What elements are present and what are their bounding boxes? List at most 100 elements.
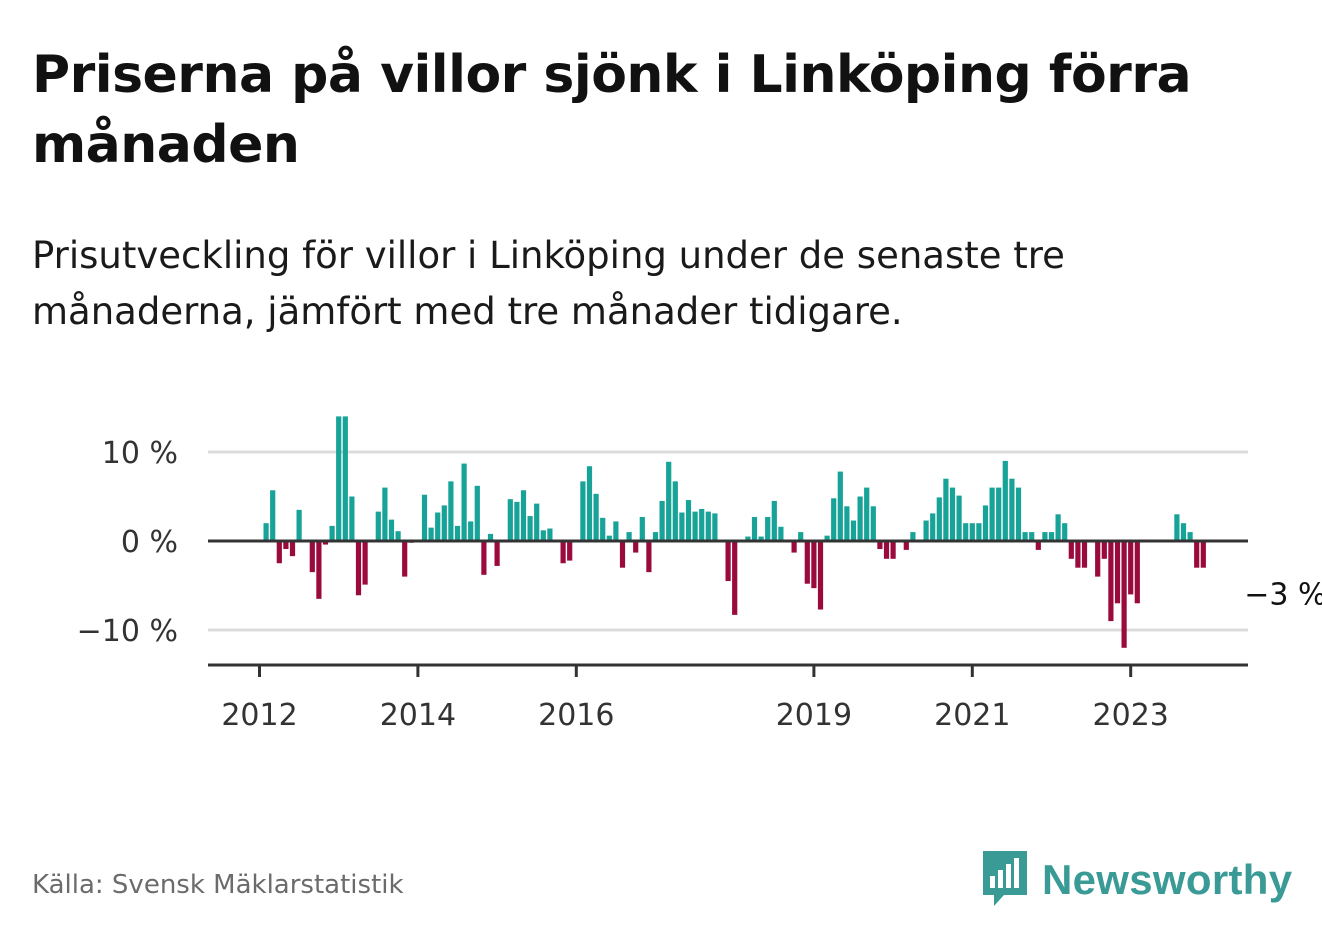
bar xyxy=(943,478,949,541)
bar xyxy=(560,541,566,564)
bar xyxy=(705,511,711,541)
bar xyxy=(395,531,401,541)
bar xyxy=(567,541,573,561)
bar xyxy=(494,541,500,566)
bar xyxy=(771,500,777,541)
bar xyxy=(1194,541,1200,568)
bar xyxy=(646,541,652,573)
bar xyxy=(699,508,705,541)
bar xyxy=(474,485,480,541)
bar xyxy=(514,501,520,541)
bar xyxy=(362,541,368,585)
bar xyxy=(342,416,348,541)
bar xyxy=(639,516,645,541)
bar xyxy=(903,541,909,550)
bar xyxy=(877,541,883,550)
bar xyxy=(626,532,632,541)
bar xyxy=(930,513,936,541)
bar xyxy=(619,541,626,568)
bar xyxy=(672,481,678,541)
bar xyxy=(527,516,533,541)
bar xyxy=(778,526,784,541)
x-tick-label: 2016 xyxy=(538,698,614,733)
bar xyxy=(679,512,685,541)
bar xyxy=(1095,541,1101,577)
x-tick-label: 2014 xyxy=(380,698,456,733)
bar xyxy=(923,520,929,541)
bar xyxy=(864,487,870,541)
bar xyxy=(732,541,738,615)
bar xyxy=(435,512,441,541)
bar xyxy=(745,536,751,541)
bar xyxy=(1128,541,1134,595)
bar xyxy=(666,461,672,541)
bar xyxy=(1180,523,1187,541)
bar xyxy=(1035,541,1041,550)
bar xyxy=(969,523,975,541)
x-tick-label: 2021 xyxy=(934,698,1010,733)
bar xyxy=(890,541,896,559)
bar xyxy=(1009,478,1015,541)
bar xyxy=(336,416,342,541)
bar xyxy=(487,533,494,541)
chart-title: Priserna på villor sjönk i Linköping för… xyxy=(32,45,1192,175)
bar xyxy=(1075,541,1081,568)
bar xyxy=(402,541,408,577)
bar-chart: 10 % 0 % −10 % 2012 2014 2016 2019 2021 2023 −3 % xyxy=(77,416,1322,733)
latest-value-label: −3 % xyxy=(1244,578,1322,613)
bar xyxy=(798,532,804,541)
bar xyxy=(1114,541,1121,604)
bar xyxy=(382,487,388,541)
bar xyxy=(1015,487,1022,541)
y-tick-label: 10 % xyxy=(102,436,178,471)
source-note: Källa: Svensk Mäklarstatistik xyxy=(32,870,404,900)
bar xyxy=(956,495,962,541)
bar xyxy=(659,500,665,541)
bar xyxy=(811,541,817,589)
bar xyxy=(1062,523,1068,541)
bar xyxy=(1048,532,1055,541)
bar xyxy=(1108,541,1114,622)
bar xyxy=(1029,532,1035,541)
bar xyxy=(949,487,956,541)
bar xyxy=(652,532,659,541)
bar xyxy=(963,523,969,541)
bar xyxy=(692,511,698,541)
bar xyxy=(1174,514,1180,541)
bar xyxy=(448,481,454,541)
bar xyxy=(283,541,289,550)
chart-subtitle: Prisutveckling för villor i Linköping un… xyxy=(32,234,1065,333)
y-tick-label: 0 % xyxy=(121,525,178,560)
bar xyxy=(870,506,876,541)
bar xyxy=(1134,541,1140,604)
bar xyxy=(289,541,296,557)
x-tick-label: 2023 xyxy=(1093,698,1169,733)
bar xyxy=(329,525,335,541)
bar xyxy=(375,511,381,541)
bar xyxy=(355,541,362,596)
bar xyxy=(428,527,434,541)
bar xyxy=(593,493,599,541)
y-tick-label: −10 % xyxy=(77,614,178,649)
bar xyxy=(831,498,837,541)
bar xyxy=(804,541,810,584)
bar xyxy=(844,506,850,541)
bar xyxy=(1101,541,1107,559)
bar xyxy=(580,481,586,541)
bar xyxy=(481,541,487,575)
bar xyxy=(309,541,315,573)
bar xyxy=(296,509,302,541)
bar xyxy=(322,541,329,545)
newsworthy-logo-icon xyxy=(980,848,1030,912)
bar xyxy=(454,525,461,541)
bar xyxy=(817,541,824,610)
newsworthy-logo[interactable]: Newsworthy xyxy=(980,848,1292,912)
bar xyxy=(837,471,843,541)
bar xyxy=(765,516,771,541)
bar xyxy=(263,523,269,541)
bar xyxy=(547,528,553,541)
x-tick-label: 2012 xyxy=(221,698,297,733)
bar xyxy=(468,521,474,541)
bar xyxy=(850,520,857,541)
bar xyxy=(1002,460,1008,541)
